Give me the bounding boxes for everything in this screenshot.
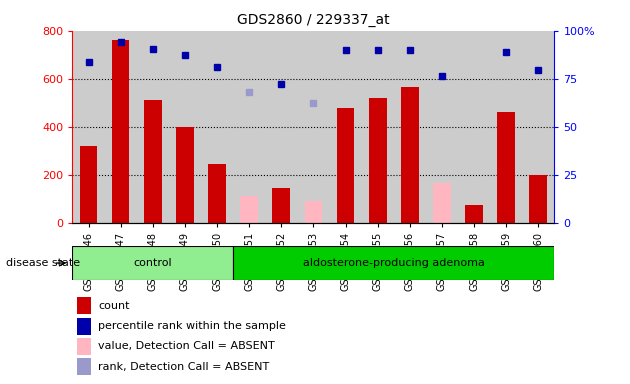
Bar	[497, 113, 515, 223]
Bar	[336, 108, 355, 223]
Text: count: count	[98, 301, 130, 311]
Bar	[233, 31, 265, 223]
Bar	[105, 31, 137, 223]
Title: GDS2860 / 229337_at: GDS2860 / 229337_at	[237, 13, 390, 27]
Bar	[329, 31, 362, 223]
Bar	[176, 127, 194, 223]
Bar	[522, 31, 554, 223]
Bar	[465, 205, 483, 223]
Text: value, Detection Call = ABSENT: value, Detection Call = ABSENT	[98, 341, 275, 351]
Bar	[369, 98, 387, 223]
Bar	[144, 100, 162, 223]
Bar	[77, 318, 91, 334]
Bar	[529, 175, 547, 223]
Bar	[490, 31, 522, 223]
Bar	[297, 31, 329, 223]
Bar	[208, 164, 226, 223]
Text: aldosterone-producing adenoma: aldosterone-producing adenoma	[303, 258, 484, 268]
Bar	[426, 31, 458, 223]
Bar	[77, 338, 91, 355]
Bar	[304, 201, 323, 223]
Bar	[394, 31, 426, 223]
Bar	[112, 40, 130, 223]
Text: control: control	[134, 258, 172, 268]
Bar	[77, 358, 91, 375]
Bar	[77, 297, 91, 314]
Bar	[401, 87, 419, 223]
Bar	[79, 146, 98, 223]
Bar	[201, 31, 233, 223]
Text: percentile rank within the sample: percentile rank within the sample	[98, 321, 286, 331]
Bar	[362, 31, 394, 223]
Bar	[137, 31, 169, 223]
Bar	[72, 246, 233, 280]
Bar	[169, 31, 201, 223]
Bar	[433, 183, 451, 223]
Bar	[265, 31, 297, 223]
Bar	[233, 246, 554, 280]
Bar	[458, 31, 490, 223]
Text: disease state: disease state	[6, 258, 81, 268]
Bar	[240, 196, 258, 223]
Text: rank, Detection Call = ABSENT: rank, Detection Call = ABSENT	[98, 362, 269, 372]
Bar	[72, 31, 105, 223]
Bar	[272, 188, 290, 223]
